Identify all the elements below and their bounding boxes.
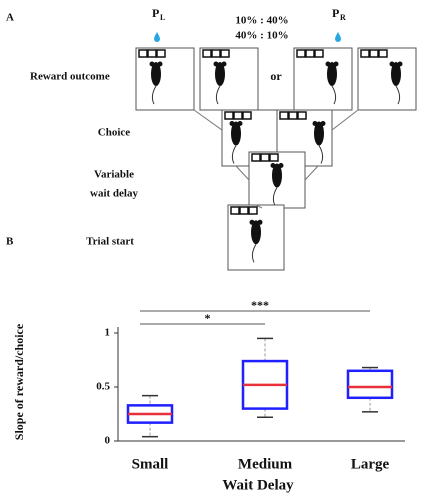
mouse-ear [149,61,155,67]
panel-b: Slope of reward/choice Wait Delay 0 0.5 1 S… [12,298,405,493]
port [305,49,315,58]
port-subscript: L [160,13,165,22]
mouse-ear [270,163,276,169]
port [233,111,243,120]
box [346,369,394,400]
port [296,49,306,58]
significance-label: *** [251,298,269,312]
mouse-ear [278,163,284,169]
port [202,49,212,58]
port [269,153,279,162]
water-drop [335,32,341,42]
mouse-body [272,163,282,188]
mouse-tail [318,145,324,164]
mouse-tail [251,244,257,263]
cage [293,47,353,111]
port [297,111,307,120]
mouse-ear [221,61,227,67]
mouse-body [327,62,337,87]
port [242,111,252,120]
mouse-ear [213,61,219,67]
port [369,49,379,58]
mouse-ear [157,61,163,67]
y-tick-label: 0 [105,435,111,447]
panel-a: A P L P R 10% : 40% 40% : 10% Reward out… [6,6,417,271]
port [156,49,166,58]
mouse-ear [237,121,243,127]
port [147,49,157,58]
probability: 10% : 40% [235,15,288,27]
port [279,111,289,120]
cage [135,47,195,111]
water-drop [154,32,160,42]
x-tick-label: Medium [238,456,293,472]
port [224,111,234,120]
mouse-tail [331,85,337,105]
mouse-body [314,121,324,146]
mouse-tail [272,187,278,206]
port [248,206,258,215]
probability: 40% : 10% [235,30,288,42]
x-tick-label: Small [132,456,169,472]
port [251,153,261,162]
stage-label: wait delay [90,188,138,200]
stage-label: Trial start [86,236,134,248]
mouse-ear [397,61,403,67]
port [138,49,148,58]
port [378,49,388,58]
x-tick-label: Large [351,456,390,472]
x-axis-label: Wait Delay [222,477,294,493]
mouse-tail [151,85,157,105]
mouse-ear [389,61,395,67]
y-tick-label: 0.5 [96,381,110,393]
port [211,49,221,58]
y-tick-label: 1 [105,327,111,339]
mouse-ear [257,219,263,225]
panel-label: B [6,236,14,248]
mouse-body [215,62,225,87]
mouse-ear [325,61,331,67]
stage-label: Reward outcome [30,71,110,83]
mouse-ear [229,121,235,127]
panel-label: A [6,12,14,24]
mouse-tail [231,145,237,164]
port [230,206,240,215]
stage-label: Choice [98,127,131,139]
mouse-ear [249,219,255,225]
port-label: P [332,6,339,20]
mouse-tail [215,85,221,105]
connector [193,109,359,209]
or-label: or [270,69,282,83]
mouse-ear [333,61,339,67]
port [314,49,324,58]
stage-label: Variable [94,169,134,181]
mouse-body [231,121,241,146]
y-axis-label: Slope of reward/choice [12,323,26,440]
port [288,111,298,120]
port [239,206,249,215]
mouse-body [251,220,261,245]
port [360,49,370,58]
cage [357,47,417,111]
mouse-tail [395,85,401,105]
port-subscript: R [340,13,346,22]
port [260,153,270,162]
mouse-ear [312,121,318,127]
mouse-body [151,62,161,87]
significance-label: * [205,311,211,325]
mouse-body [391,62,401,87]
port [220,49,230,58]
mouse-ear [320,121,326,127]
port-label: P [152,6,159,20]
